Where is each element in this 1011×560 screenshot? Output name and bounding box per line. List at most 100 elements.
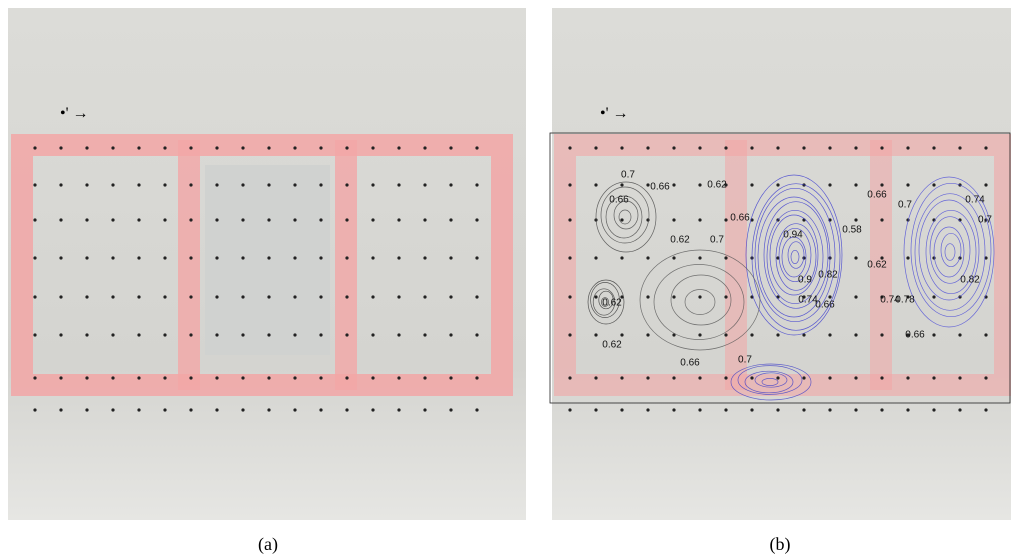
grid-dot: [672, 146, 675, 149]
grid-dot: [85, 333, 88, 336]
grid-dot: [568, 376, 571, 379]
grid-dot: [241, 183, 244, 186]
caption: (b): [770, 534, 791, 555]
grid-dot: [345, 333, 348, 336]
grid-dot: [33, 333, 36, 336]
grid-dot: [594, 333, 597, 336]
grid-dot: [828, 408, 831, 411]
grid-dot: [397, 408, 400, 411]
grid-dot: [293, 295, 296, 298]
grid-dot: [854, 408, 857, 411]
grid-dot: [319, 408, 322, 411]
page: •' → •' → 0.70.660.620.660.620.70.660.94…: [0, 0, 1011, 560]
grid-dot: [594, 146, 597, 149]
grid-dot: [33, 256, 36, 259]
grid-dot: [698, 218, 701, 221]
grid-dot: [568, 183, 571, 186]
grid-dot: [672, 183, 675, 186]
grid-dot: [449, 256, 452, 259]
grid-dot: [371, 146, 374, 149]
grid-dot: [568, 256, 571, 259]
grid-dot: [59, 408, 62, 411]
grid-dot: [828, 146, 831, 149]
grid-dot: [449, 408, 452, 411]
grid-dot: [854, 183, 857, 186]
grid-dot: [189, 256, 192, 259]
grid-dot: [984, 333, 987, 336]
grid-dot: [423, 333, 426, 336]
grid-dot: [241, 146, 244, 149]
grid-dot: [449, 376, 452, 379]
bond-line: [178, 140, 200, 390]
grid-dot: [475, 333, 478, 336]
contour-label: 0.94: [783, 230, 803, 241]
grid-dot: [267, 376, 270, 379]
grid-dot: [397, 218, 400, 221]
grid-dot: [802, 376, 805, 379]
grid-dot: [724, 376, 727, 379]
grid-dot: [594, 256, 597, 259]
grid-dot: [59, 376, 62, 379]
grid-dot: [854, 146, 857, 149]
grid-dot: [724, 146, 727, 149]
grid-dot: [189, 408, 192, 411]
bond-line: [725, 140, 747, 390]
grid-dot: [568, 408, 571, 411]
grid-dot: [59, 333, 62, 336]
contour-label: 0.62: [867, 260, 887, 271]
grid-dot: [423, 183, 426, 186]
grid-dot: [854, 256, 857, 259]
grid-dot: [215, 333, 218, 336]
grid-dot: [319, 376, 322, 379]
grid-dot: [475, 376, 478, 379]
grid-dot: [397, 256, 400, 259]
contour-label: 0.7: [898, 200, 912, 211]
grid-dot: [267, 333, 270, 336]
grid-dot: [215, 408, 218, 411]
grid-dot: [672, 408, 675, 411]
grid-dot: [215, 146, 218, 149]
grid-dot: [267, 408, 270, 411]
grid-dot: [854, 376, 857, 379]
grid-dot: [698, 146, 701, 149]
grid-dot: [475, 408, 478, 411]
grid-dot: [880, 333, 883, 336]
grid-dot: [594, 183, 597, 186]
grid-dot: [449, 183, 452, 186]
grid-dot: [932, 183, 935, 186]
grid-dot: [85, 295, 88, 298]
grid-dot: [984, 146, 987, 149]
grid-dot: [137, 295, 140, 298]
grid-dot: [724, 256, 727, 259]
grid-dot: [880, 376, 883, 379]
contour-label: 0.58: [842, 225, 862, 236]
grid-dot: [828, 376, 831, 379]
grid-dot: [33, 408, 36, 411]
grid-dot: [215, 218, 218, 221]
grid-dot: [620, 183, 623, 186]
grid-dot: [672, 295, 675, 298]
grid-dot: [423, 376, 426, 379]
grid-dot: [932, 295, 935, 298]
grid-dot: [371, 295, 374, 298]
grid-dot: [241, 256, 244, 259]
grid-dot: [880, 408, 883, 411]
grid-dot: [449, 218, 452, 221]
grid-dot: [59, 256, 62, 259]
grid-dot: [750, 408, 753, 411]
grid-dot: [215, 183, 218, 186]
grid-dot: [802, 408, 805, 411]
grid-dot: [111, 146, 114, 149]
grid-dot: [620, 146, 623, 149]
grid-dot: [111, 256, 114, 259]
grid-dot: [111, 218, 114, 221]
contour-label: 0.66: [867, 190, 887, 201]
grid-dot: [880, 218, 883, 221]
grid-dot: [724, 408, 727, 411]
contour-label: 0.66: [680, 358, 700, 369]
grid-dot: [776, 146, 779, 149]
grid-dot: [423, 295, 426, 298]
grid-dot: [568, 146, 571, 149]
grid-dot: [828, 333, 831, 336]
grid-dot: [371, 333, 374, 336]
